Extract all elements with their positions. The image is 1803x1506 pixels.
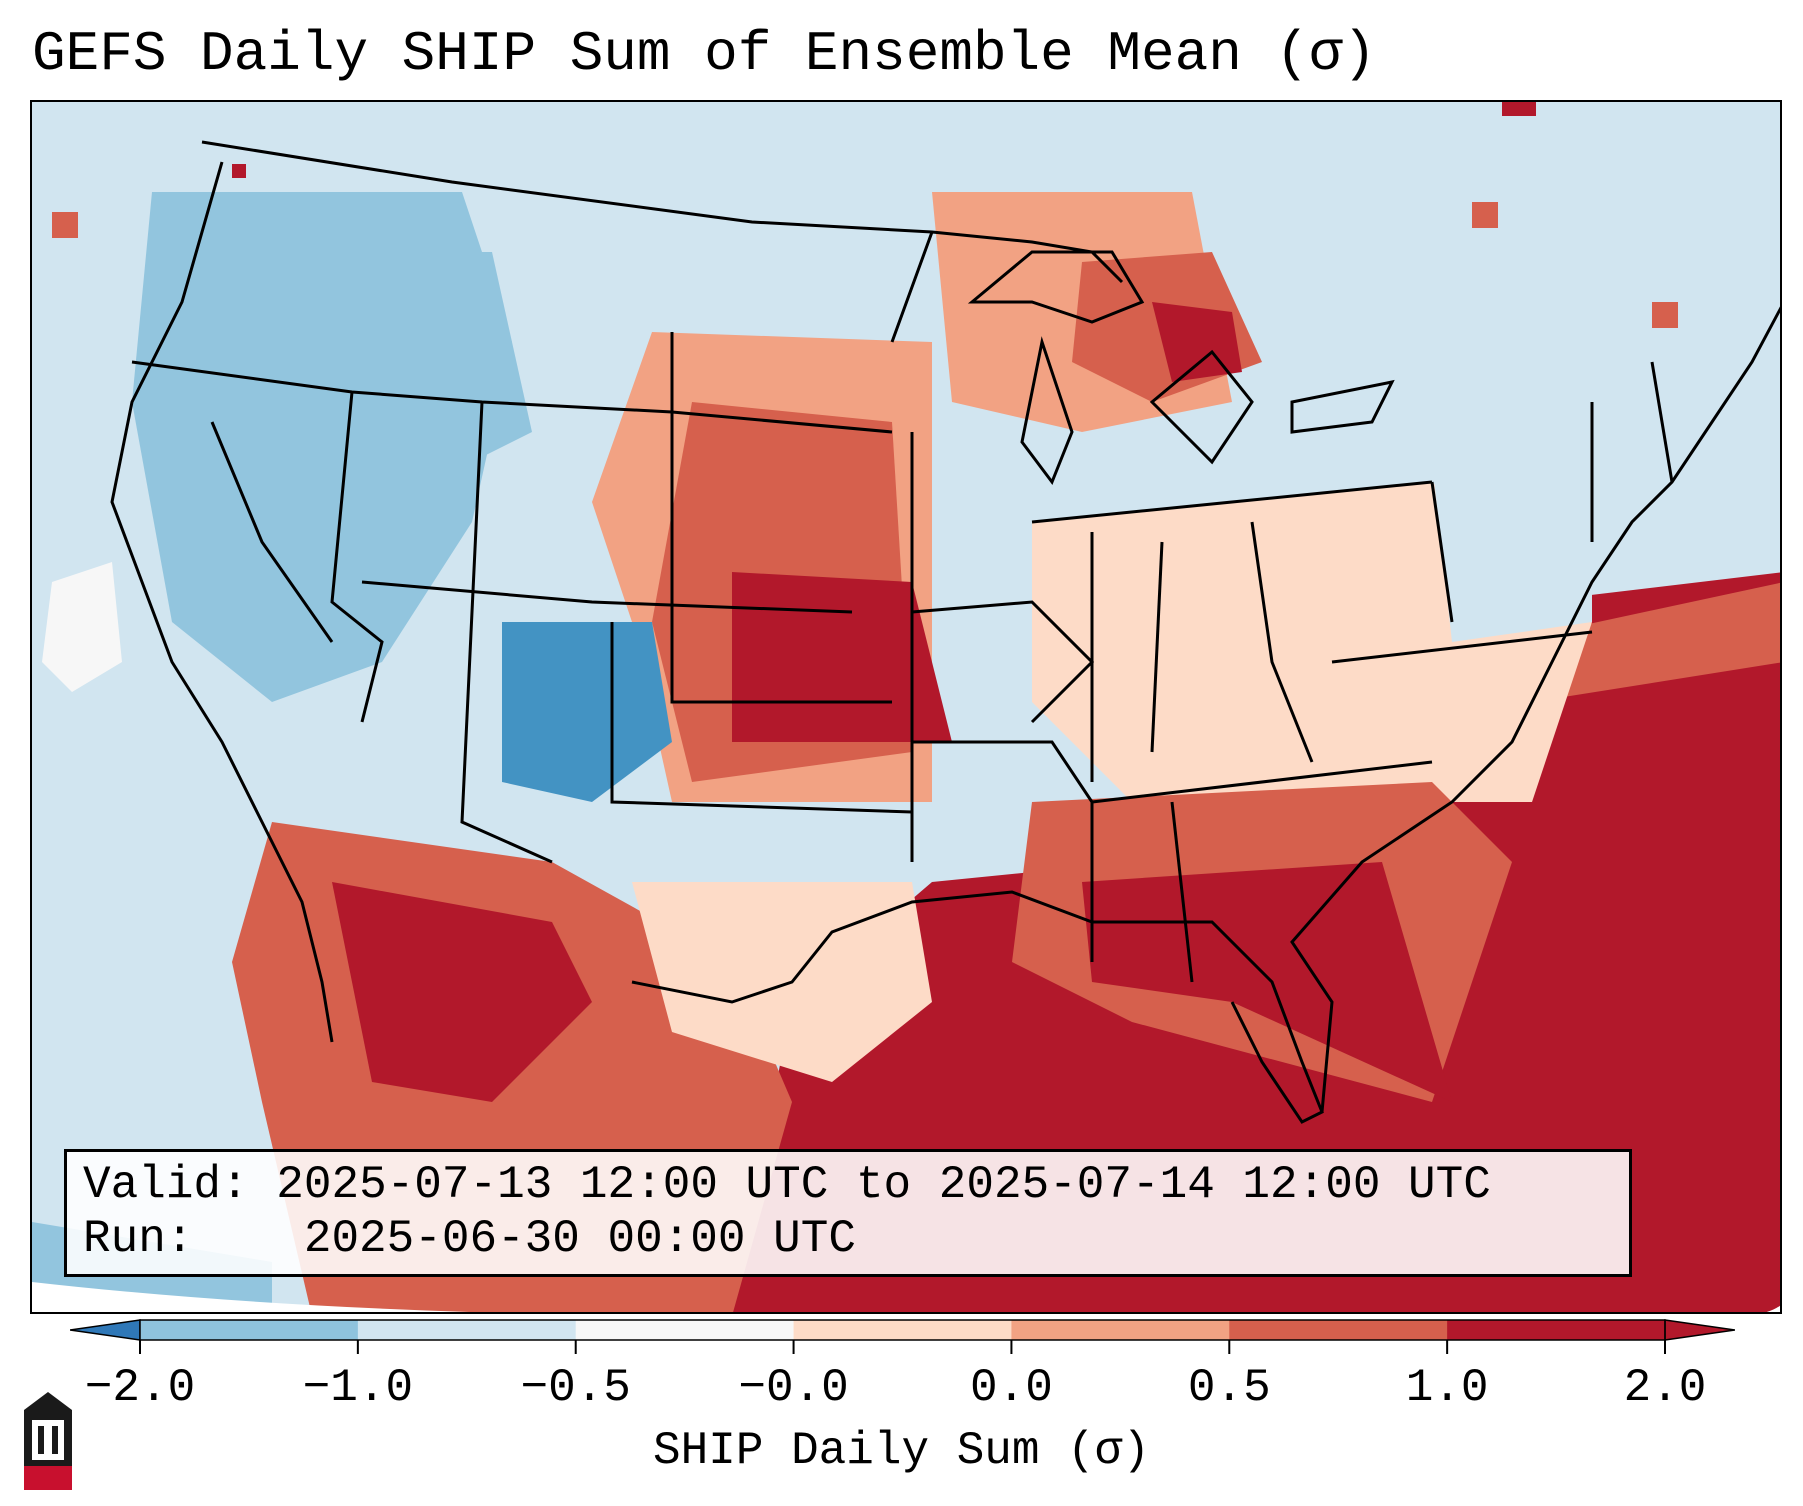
colorbar-extend-high xyxy=(1664,1319,1735,1341)
colorbar-segment xyxy=(140,1320,359,1340)
colorbar-tick-label: −0.5 xyxy=(520,1362,631,1414)
colorbar-tick-label: −0.0 xyxy=(738,1362,849,1414)
colorbar-segment xyxy=(357,1320,577,1340)
coastlines xyxy=(110,140,1780,1124)
niu-logo-icon xyxy=(24,1392,72,1490)
colorbar-tick-label: 0.0 xyxy=(970,1362,1053,1414)
valid-time: 2025-07-13 12:00 UTC to 2025-07-14 12:00… xyxy=(276,1159,1491,1211)
colorbar xyxy=(70,1319,1735,1354)
valid-label: Valid: xyxy=(83,1159,249,1211)
run-label: Run: xyxy=(83,1213,194,1265)
colorbar-tick-label: 2.0 xyxy=(1623,1362,1707,1414)
colorbar-segment xyxy=(793,1320,1012,1340)
colorbar-tick-label: −1.0 xyxy=(302,1362,414,1414)
colorbar-tick-label: −2.0 xyxy=(84,1362,196,1414)
colorbar-segment xyxy=(575,1320,795,1340)
colorbar-segment xyxy=(1447,1320,1666,1340)
valid-run-info-box: Valid: 2025-07-13 12:00 UTC to 2025-07-1… xyxy=(64,1149,1632,1277)
page-title: GEFS Daily SHIP Sum of Ensemble Mean (σ) xyxy=(32,22,1377,86)
colorbar-extend-low xyxy=(70,1319,141,1341)
colorbar-segment xyxy=(1011,1320,1230,1340)
map-panel xyxy=(30,100,1782,1314)
ship-anomaly-map xyxy=(32,102,1780,1312)
colorbar-tick-label: 1.0 xyxy=(1405,1362,1489,1414)
run-time: 2025-06-30 00:00 UTC xyxy=(303,1213,856,1265)
colorbar-label: SHIP Daily Sum (σ) xyxy=(653,1425,1150,1477)
colorbar-tick-label: 0.5 xyxy=(1187,1362,1271,1414)
colorbar-segment xyxy=(1229,1320,1448,1340)
